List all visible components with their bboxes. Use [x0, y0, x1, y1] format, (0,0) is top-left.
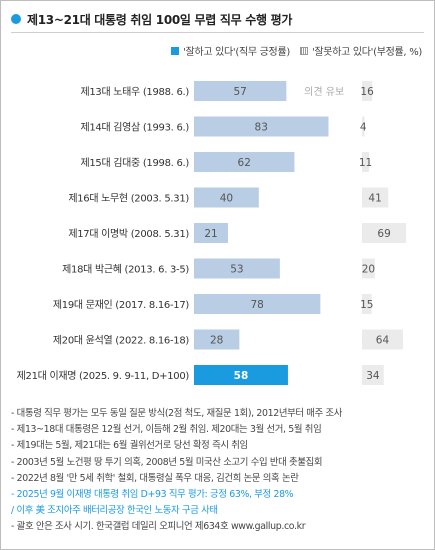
negative-value-label: 15 [360, 299, 373, 311]
negative-value-label: 41 [368, 193, 381, 205]
legend-label-positive: '잘하고 있다'(직무 긍정률) [183, 47, 290, 58]
negative-value-label: 4 [360, 122, 367, 134]
negative-bar [362, 258, 375, 279]
negative-bar [362, 329, 403, 350]
category-label: 제14대 김영삼 (1993. 6.) [80, 122, 189, 134]
negative-bar [362, 81, 373, 101]
negative-value-label: 20 [362, 264, 375, 276]
legend: '잘하고 있다'(직무 긍정률) '잘못하고 있다'(부정률, %) [171, 43, 422, 58]
footnotes: - 대통령 직무 평가는 모두 동일 질문 방식(2점 척도, 재질문 1회),… [11, 406, 426, 536]
positive-value-label: 40 [220, 193, 233, 205]
positive-bar [194, 294, 321, 314]
category-label: 제15대 김대중 (1998. 6.) [80, 157, 189, 169]
legend-item-positive: '잘하고 있다'(직무 긍정률) [171, 43, 290, 58]
title-divider [11, 32, 424, 33]
positive-value-label: 58 [234, 370, 249, 382]
chart-title-row: 제13~21대 대통령 취임 100일 무렵 직무 수행 평가 [11, 10, 292, 28]
positive-bar [194, 116, 329, 137]
positive-bar [194, 329, 240, 350]
footnote-line-highlight: - 2025년 9월 이재명 대통령 취임 D+93 직무 평가: 긍정 63%… [11, 489, 294, 501]
positive-value-label: 57 [233, 86, 246, 98]
negative-value-label: 11 [359, 157, 372, 169]
category-label: 제20대 윤석열 (2022. 8.16-18) [53, 335, 189, 347]
category-label: 제19대 문재인 (2017. 8.16-17) [53, 299, 189, 311]
legend-swatch-positive [171, 46, 180, 55]
negative-value-label: 34 [366, 370, 380, 382]
category-label: 제13대 노태우 (1988. 6.) [80, 86, 189, 98]
bullet-dot-icon [11, 14, 21, 24]
negative-bar [362, 294, 372, 314]
positive-value-label: 78 [250, 299, 263, 311]
reserved-opinion-annotation: 의견 유보 [304, 86, 344, 98]
footnote-source: - 괄호 안은 조사 시기. 한국갤럽 데일리 오피니언 제634호 www.g… [11, 521, 306, 533]
legend-label-negative: '잘못하고 있다'(부정률, %) [311, 47, 422, 58]
negative-value-label: 64 [376, 335, 390, 347]
positive-bar [194, 258, 280, 279]
positive-bar [194, 223, 229, 243]
footnote-line: - 2003년 5월 노건평 땅 투기 의혹, 2008년 5월 미국산 소고기… [11, 456, 323, 468]
footnote-line: - 제19대는 5월, 제21대는 6월 궐위선거로 당선 확정 즉시 취임 [11, 440, 248, 452]
footnote-line: - 대통령 직무 평가는 모두 동일 질문 방식(2점 척도, 재질문 1회),… [11, 408, 343, 419]
category-label: 제17대 이명박 (2008. 5.31) [68, 228, 189, 240]
negative-bar [362, 152, 370, 172]
negative-bar [362, 365, 384, 385]
category-label: 제18대 박근혜 (2013. 6. 3-5) [62, 264, 189, 276]
positive-bar [194, 152, 295, 172]
negative-bar [362, 116, 365, 137]
positive-value-label: 21 [204, 228, 217, 240]
footnote-line-highlight: / 이후 美 조지아주 배터리공장 한국인 노동자 구금 사태 [11, 505, 218, 517]
positive-bar [194, 187, 259, 208]
footnote-line: - 2022년 8월 '만 5세 취학' 철회, 대통령실 폭우 대응, 김건희… [11, 472, 299, 484]
positive-value-label: 62 [238, 157, 251, 169]
legend-item-negative: '잘못하고 있다'(부정률, %) [299, 43, 422, 58]
chart-title: 제13~21대 대통령 취임 100일 무렵 직무 수행 평가 [27, 12, 293, 27]
category-label: 제16대 노무현 (2003. 5.31) [68, 193, 189, 205]
positive-value-label: 28 [210, 335, 223, 347]
negative-value-label: 16 [360, 86, 374, 98]
category-label: 제21대 이재명 (2025. 9. 9-11, D+100) [17, 370, 190, 382]
positive-bar [194, 81, 287, 101]
footnote-line: - 제13~18대 대통령은 12월 선거, 이듬해 2월 취임. 제20대는 … [11, 424, 322, 436]
positive-value-label: 53 [230, 264, 243, 276]
legend-swatch-negative [299, 46, 308, 55]
positive-bar [194, 365, 288, 385]
negative-bar [362, 187, 389, 208]
negative-bar [362, 223, 407, 243]
negative-value-label: 69 [377, 228, 390, 240]
positive-value-label: 83 [255, 122, 268, 134]
